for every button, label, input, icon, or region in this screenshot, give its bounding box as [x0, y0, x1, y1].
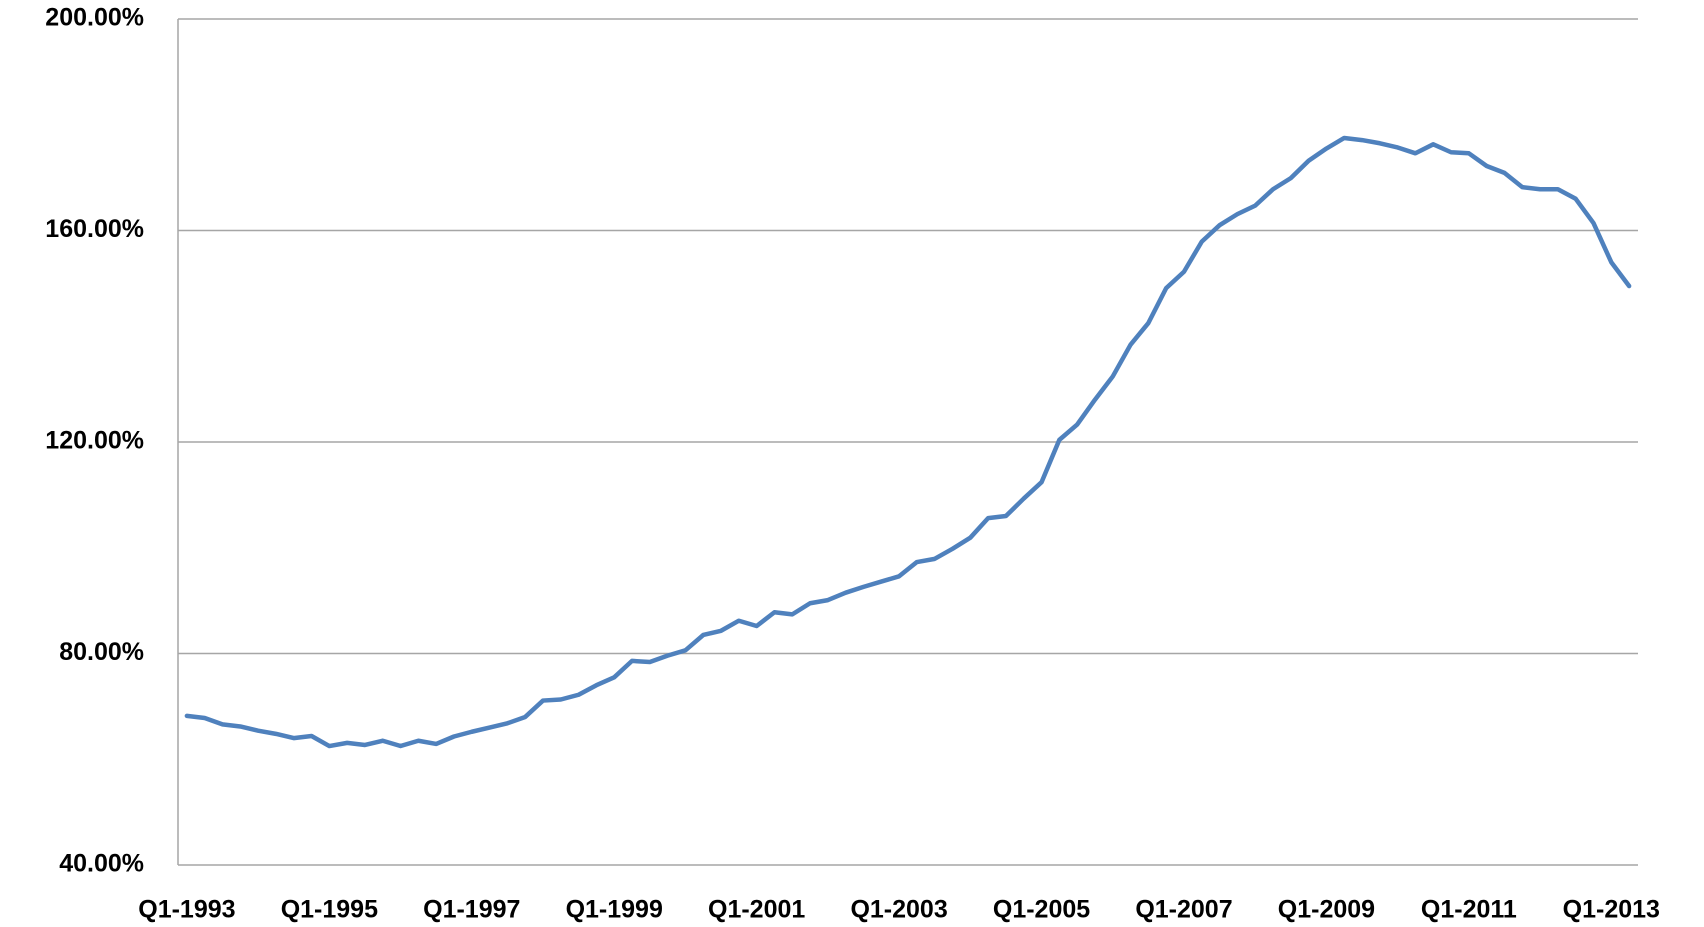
y-tick-label: 200.00% — [45, 4, 144, 32]
x-tick-label: Q1-1997 — [423, 896, 520, 924]
x-tick-label: Q1-2003 — [850, 896, 947, 924]
y-tick-label: 80.00% — [59, 638, 144, 666]
x-tick-label: Q1-2005 — [993, 896, 1090, 924]
data-line — [184, 135, 1632, 749]
x-tick-label: Q1-2007 — [1135, 896, 1232, 924]
y-tick-label: 160.00% — [45, 215, 144, 243]
x-tick-label: Q1-2011 — [1421, 896, 1517, 924]
x-tick-label: Q1-2009 — [1278, 896, 1375, 924]
x-tick-label: Q1-2013 — [1563, 896, 1660, 924]
x-tick-label: Q1-1993 — [138, 896, 235, 924]
y-tick-label: 120.00% — [45, 427, 144, 455]
y-tick-label: 40.00% — [59, 850, 144, 878]
x-tick-label: Q1-1999 — [566, 896, 663, 924]
x-tick-label: Q1-1995 — [281, 896, 378, 924]
x-tick-label: Q1-2001 — [708, 896, 805, 924]
